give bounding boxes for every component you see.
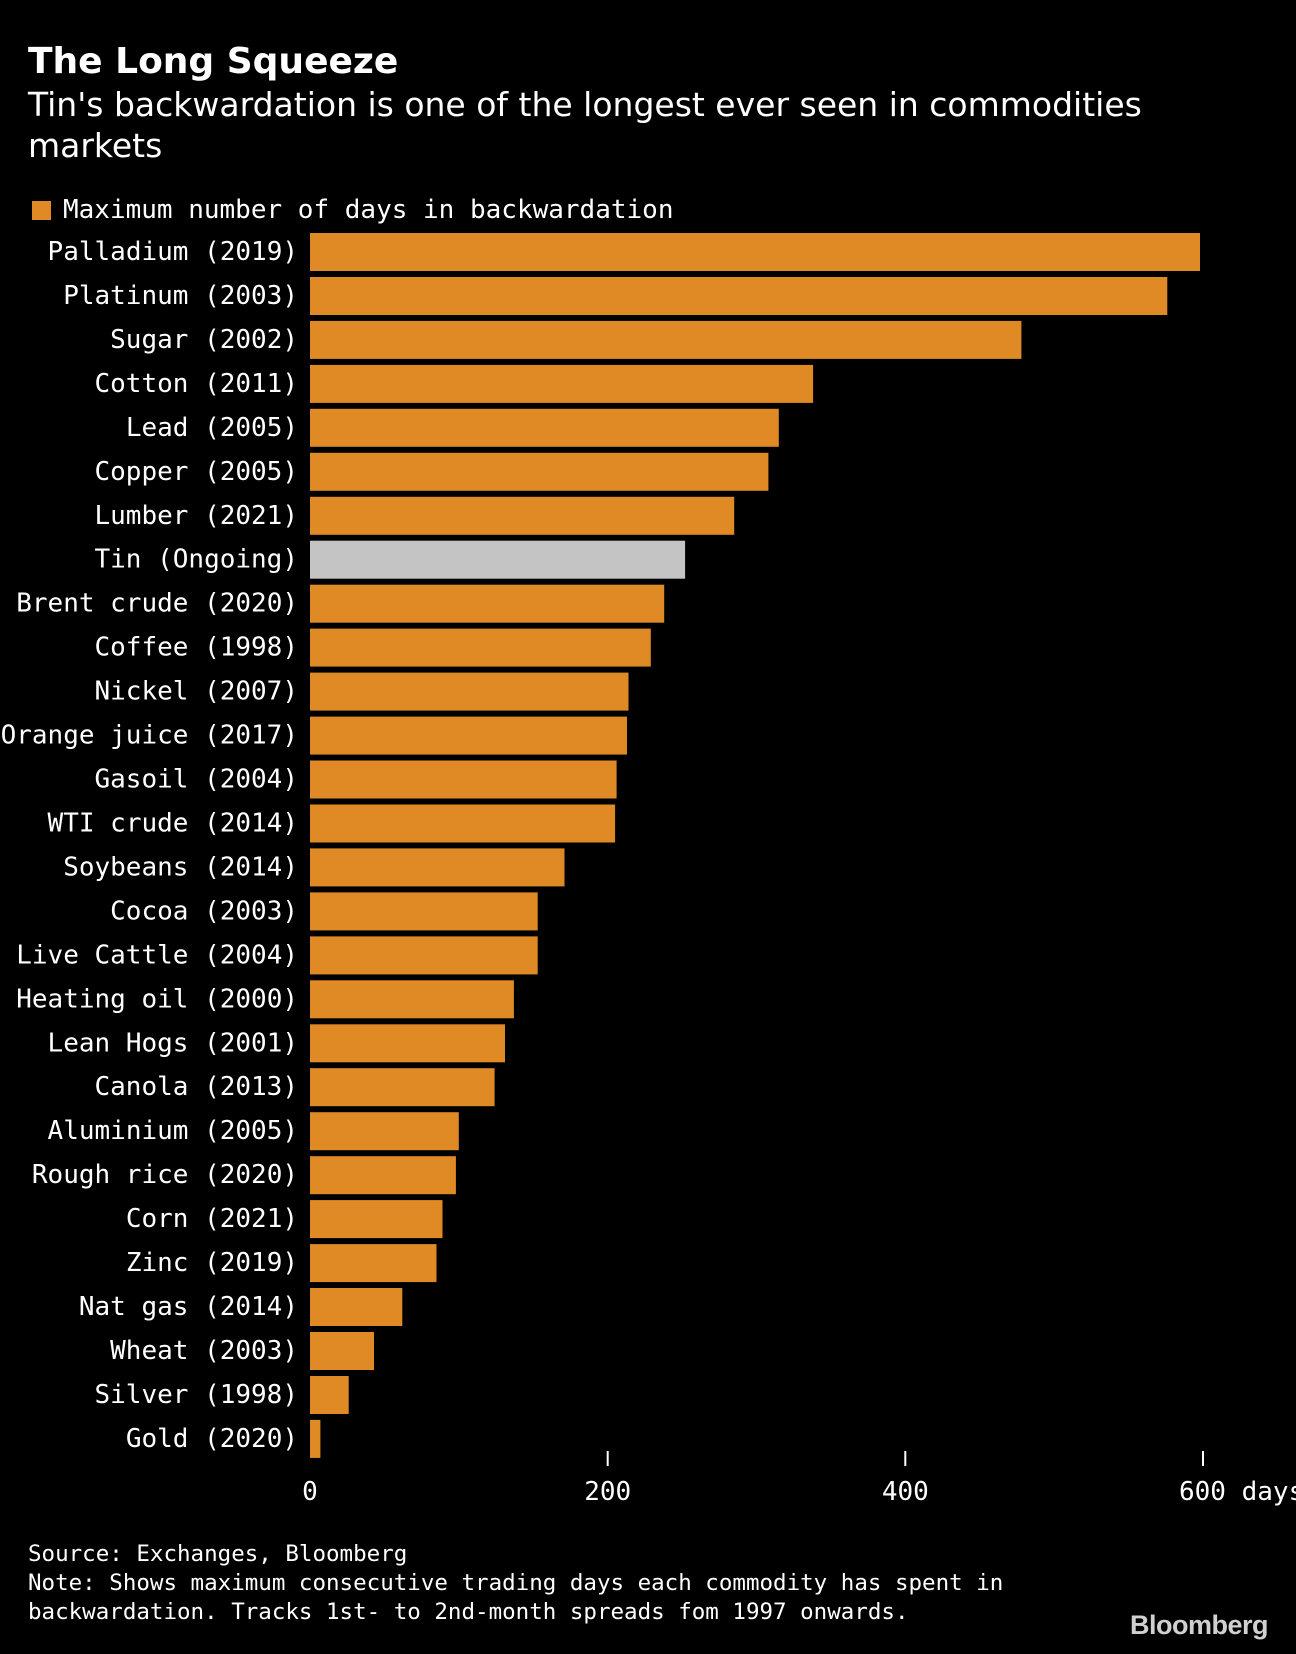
bar: [310, 364, 814, 403]
category-label: Lead (2005): [126, 413, 298, 443]
bar: [310, 848, 565, 887]
category-label: Corn (2021): [126, 1204, 298, 1234]
category-label: Zinc (2019): [126, 1248, 298, 1278]
category-label: Palladium (2019): [48, 237, 298, 267]
bar-chart: Palladium (2019) Platinum (2003) Sugar (20…: [1, 233, 1296, 1507]
category-label: Copper (2005): [95, 457, 299, 487]
category-label: Coffee (1998): [95, 633, 299, 663]
bar: [310, 496, 735, 535]
category-label: Orange juice (2017): [1, 721, 298, 751]
bar: [310, 760, 617, 799]
bar: [310, 804, 616, 843]
bar: [310, 320, 1022, 359]
bar: [310, 452, 769, 491]
category-label: WTI crude (2014): [48, 809, 298, 839]
x-tick-label: 200: [584, 1477, 631, 1507]
bar: [310, 1024, 505, 1063]
bar: [310, 1200, 443, 1239]
bar: [310, 1244, 437, 1283]
category-label: Nickel (2007): [95, 677, 299, 707]
category-label: Lean Hogs (2001): [48, 1028, 298, 1058]
category-label: Soybeans (2014): [63, 852, 298, 882]
bar: [310, 1419, 321, 1458]
chart-subtitle: Tin's backwardation is one of the longes…: [28, 85, 1142, 165]
bar: [310, 1068, 495, 1107]
category-label: Gold (2020): [126, 1424, 298, 1454]
category-label: Gasoil (2004): [95, 765, 299, 795]
category-label: Cotton (2011): [95, 369, 299, 399]
legend-swatch: [32, 200, 51, 220]
bar: [310, 1112, 459, 1151]
methodology-note: Note: Shows maximum consecutive trading …: [28, 1570, 1004, 1625]
source-note: Source: Exchanges, Bloomberg: [28, 1541, 408, 1567]
bar: [310, 936, 538, 975]
bar: [310, 980, 514, 1019]
category-label: Canola (2013): [95, 1072, 299, 1102]
bar: [310, 1288, 403, 1326]
bar: [310, 277, 1168, 315]
bar: [310, 716, 627, 755]
bloomberg-logo: Bloomberg: [1129, 1610, 1269, 1640]
category-label: Cocoa (2003): [110, 896, 298, 926]
category-label: Live Cattle (2004): [16, 940, 298, 970]
chart-footer: Source: Exchanges, Bloomberg Note: Shows…: [28, 1540, 1088, 1627]
x-tick-label: 400: [882, 1477, 929, 1507]
bar: [310, 584, 665, 623]
category-label: Lumber (2021): [95, 501, 299, 531]
legend: Maximum number of days in backwardation: [32, 193, 673, 227]
bar: [310, 540, 686, 579]
category-label: Heating oil (2000): [16, 984, 298, 1014]
category-label: Aluminium (2005): [48, 1116, 298, 1146]
bar: [310, 892, 538, 931]
bar: [310, 233, 1200, 271]
category-label: Nat gas (2014): [79, 1292, 298, 1322]
bar: [310, 672, 629, 711]
category-label: Rough rice (2020): [32, 1160, 298, 1190]
category-label: Platinum (2003): [63, 281, 298, 311]
category-label: Wheat (2003): [110, 1336, 298, 1366]
bar: [310, 1156, 456, 1195]
chart-title: The Long Squeeze: [28, 41, 399, 82]
category-label: Brent crude (2020): [16, 589, 298, 619]
bar: [310, 628, 651, 667]
bar: [310, 1376, 349, 1414]
category-label: Tin (Ongoing): [95, 545, 299, 575]
bar: [310, 408, 779, 447]
category-label: Silver (1998): [95, 1380, 299, 1410]
x-tick-label: 600 days: [1179, 1477, 1296, 1507]
category-label: Sugar (2002): [110, 325, 298, 355]
x-tick-label: 0: [302, 1477, 318, 1507]
legend-label: Maximum number of days in backwardation: [63, 195, 674, 225]
bar: [310, 1332, 374, 1370]
